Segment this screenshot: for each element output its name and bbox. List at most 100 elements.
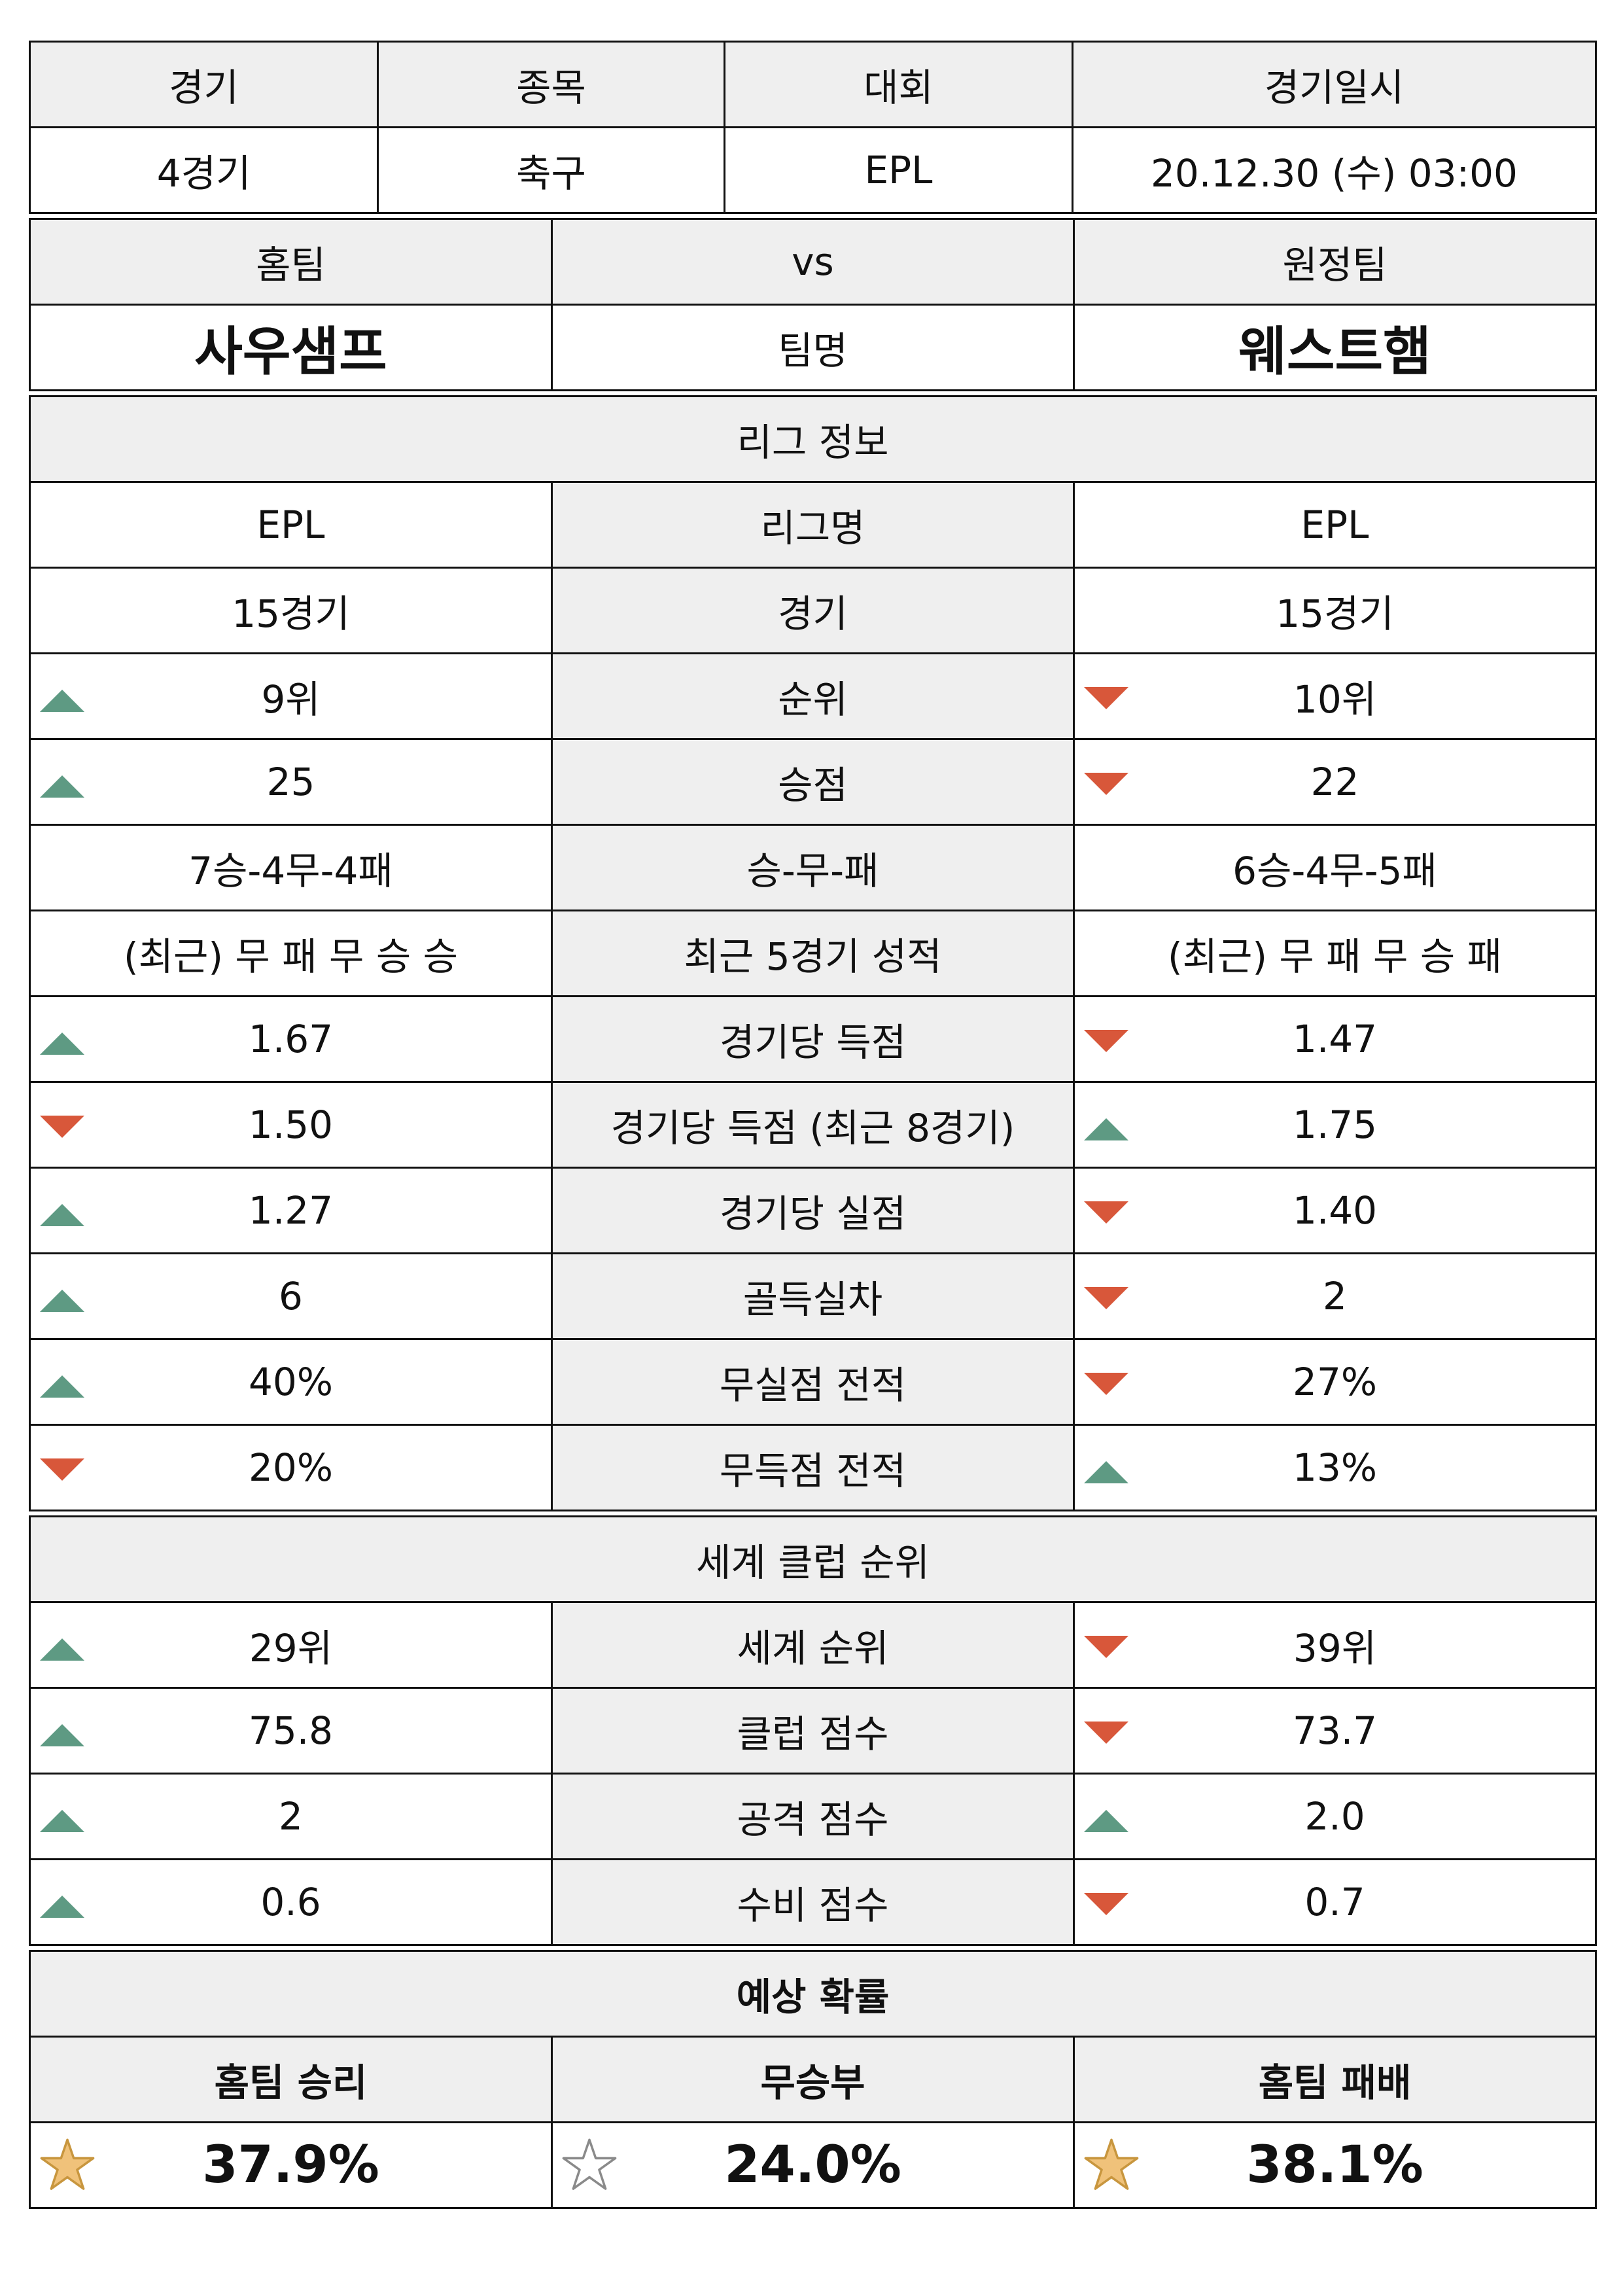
up-triangle-icon [40, 1896, 84, 1918]
league-home-value: 9위 [29, 652, 553, 740]
world-table: 세계 클럽 순위 29위 세계 순위 39위 75.8 클럽 점수 73.7 2 공격 점수 2… [28, 1515, 1597, 1946]
league-section-title: 리그 정보 [28, 395, 1597, 483]
down-triangle-icon [1084, 1201, 1128, 1224]
league-stat-label: 무득점 전적 [551, 1424, 1075, 1511]
filled-star-icon [39, 2136, 96, 2194]
world-section-title: 세계 클럽 순위 [28, 1515, 1597, 1603]
empty-star-icon [561, 2136, 618, 2194]
world-away-value: 39위 [1072, 1601, 1597, 1689]
league-row: 9위 순위 10위 [29, 652, 1597, 740]
league-away-value: 22 [1072, 738, 1597, 826]
league-table: 리그 정보 EPL 리그명 EPL 15경기 경기 15경기 9위 순위 10위 25 승점 22 7승… [28, 395, 1597, 1511]
league-home-value: 20% [29, 1424, 553, 1511]
header-sport: 종목 [377, 41, 725, 128]
up-triangle-icon [40, 1375, 84, 1398]
down-triangle-icon [1084, 1636, 1128, 1658]
world-away-value: 2.0 [1072, 1773, 1597, 1860]
league-home-value: 7승-4무-4패 [29, 824, 553, 911]
league-away-value: 1.75 [1072, 1081, 1597, 1169]
match-no-value: 4경기 [29, 126, 379, 214]
datetime-value: 20.12.30 (수) 03:00 [1072, 126, 1597, 214]
up-triangle-icon [1084, 1461, 1128, 1483]
draw-label: 무승부 [551, 2036, 1075, 2123]
down-triangle-icon [40, 1458, 84, 1481]
down-triangle-icon [1084, 687, 1128, 709]
league-away-value: (최근) 무 패 무 승 패 [1072, 910, 1597, 997]
down-triangle-icon [40, 1116, 84, 1138]
header-datetime: 경기일시 [1072, 41, 1597, 128]
up-triangle-icon [40, 1204, 84, 1226]
world-stat-label: 공격 점수 [551, 1773, 1075, 1860]
up-triangle-icon [1084, 1810, 1128, 1832]
header-match-no: 경기 [29, 41, 379, 128]
world-away-value: 73.7 [1072, 1687, 1597, 1775]
up-triangle-icon [40, 1033, 84, 1055]
league-row: 1.27 경기당 실점 1.40 [29, 1167, 1597, 1254]
world-stat-label: 클럽 점수 [551, 1687, 1075, 1775]
league-row: 7승-4무-4패 승-무-패 6승-4무-5패 [29, 824, 1597, 911]
down-triangle-icon [1084, 1722, 1128, 1744]
up-triangle-icon [1084, 1118, 1128, 1140]
world-stat-label: 수비 점수 [551, 1858, 1075, 1946]
league-home-value: 40% [29, 1338, 553, 1426]
league-row: EPL 리그명 EPL [29, 481, 1597, 569]
world-home-value: 0.6 [29, 1858, 553, 1946]
world-row: 29위 세계 순위 39위 [29, 1601, 1597, 1689]
down-triangle-icon [1084, 1893, 1128, 1915]
league-home-value: EPL [29, 481, 553, 569]
league-row: 1.67 경기당 득점 1.47 [29, 995, 1597, 1083]
prediction-title: 예상 확률 [28, 1950, 1597, 2038]
down-triangle-icon [1084, 1030, 1128, 1052]
league-home-value: 1.67 [29, 995, 553, 1083]
world-home-value: 29위 [29, 1601, 553, 1689]
league-stat-label: 순위 [551, 652, 1075, 740]
up-triangle-icon [40, 1638, 84, 1661]
league-away-value: EPL [1072, 481, 1597, 569]
league-home-value: 1.27 [29, 1167, 553, 1254]
league-home-value: 1.50 [29, 1081, 553, 1169]
up-triangle-icon [40, 1810, 84, 1832]
up-triangle-icon [40, 690, 84, 712]
vs-label: vs [551, 218, 1075, 306]
home-win-probability: 37.9% [29, 2121, 553, 2209]
league-row: 1.50 경기당 득점 (최근 8경기) 1.75 [29, 1081, 1597, 1169]
header-competition: 대회 [724, 41, 1073, 128]
world-row: 0.6 수비 점수 0.7 [29, 1858, 1597, 1946]
league-row: 25 승점 22 [29, 738, 1597, 826]
league-home-value: (최근) 무 패 무 승 승 [29, 910, 553, 997]
league-stat-label: 경기당 실점 [551, 1167, 1075, 1254]
match-info-table: 경기 종목 대회 경기일시 4경기 축구 EPL 20.12.30 (수) 03… [29, 41, 1597, 214]
stats-table: 홈팀 vs 원정팀 사우샘프 팀명 웨스트햄 [29, 218, 1597, 391]
league-row: (최근) 무 패 무 승 승 최근 5경기 성적 (최근) 무 패 무 승 패 [29, 910, 1597, 997]
league-home-value: 25 [29, 738, 553, 826]
match-analysis-sheet: 경기 종목 대회 경기일시 4경기 축구 EPL 20.12.30 (수) 03… [28, 41, 1597, 2209]
up-triangle-icon [40, 1724, 84, 1746]
filled-star-icon [1083, 2136, 1140, 2194]
league-stat-label: 경기 [551, 567, 1075, 654]
league-away-value: 6승-4무-5패 [1072, 824, 1597, 911]
league-row: 20% 무득점 전적 13% [29, 1424, 1597, 1511]
world-home-value: 2 [29, 1773, 553, 1860]
league-stat-label: 골득실차 [551, 1252, 1075, 1340]
league-away-value: 27% [1072, 1338, 1597, 1426]
world-row: 75.8 클럽 점수 73.7 [29, 1687, 1597, 1775]
prediction-table: 예상 확률 홈팀 승리 무승부 홈팀 패배 37.9% 24.0% 38.1% [28, 1950, 1597, 2209]
league-stat-label: 경기당 득점 [551, 995, 1075, 1083]
league-home-value: 15경기 [29, 567, 553, 654]
sport-value: 축구 [377, 126, 725, 214]
home-loss-probability: 38.1% [1072, 2121, 1597, 2209]
team-name-label: 팀명 [551, 304, 1075, 391]
league-stat-label: 경기당 득점 (최근 8경기) [551, 1081, 1075, 1169]
league-stat-label: 리그명 [551, 481, 1075, 569]
down-triangle-icon [1084, 1373, 1128, 1395]
league-away-value: 10위 [1072, 652, 1597, 740]
home-team-name: 사우샘프 [29, 304, 553, 391]
world-row: 2 공격 점수 2.0 [29, 1773, 1597, 1860]
up-triangle-icon [40, 775, 84, 798]
competition-value: EPL [724, 126, 1073, 214]
world-home-value: 75.8 [29, 1687, 553, 1775]
down-triangle-icon [1084, 1287, 1128, 1309]
world-stat-label: 세계 순위 [551, 1601, 1075, 1689]
league-away-value: 2 [1072, 1252, 1597, 1340]
league-row: 6 골득실차 2 [29, 1252, 1597, 1340]
